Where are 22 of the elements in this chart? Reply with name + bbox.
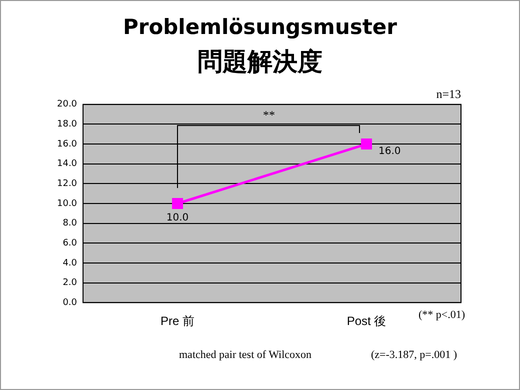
y-tick-label: 2.0	[62, 278, 78, 288]
x-tick-label: Post 後	[346, 314, 386, 328]
y-tick-label: 0.0	[62, 298, 78, 308]
y-tick-label: 20.0	[56, 100, 78, 110]
x-tick-label: Pre 前	[160, 314, 195, 328]
y-tick-label: 12.0	[56, 179, 78, 190]
text: (** p<.01)	[418, 308, 466, 321]
y-tick-label: 18.0	[56, 120, 78, 130]
chart-subtitle: 問題解決度	[196, 46, 324, 78]
y-tick-label: 14.0	[56, 159, 78, 170]
data-label: 16.0	[378, 146, 401, 158]
text: (z=-3.187, p=.001 )	[371, 349, 458, 361]
y-tick-label: 10.0	[56, 198, 78, 209]
y-tick-label: 6.0	[62, 238, 78, 248]
text: n=13	[436, 87, 461, 102]
chart-title: Problemlösungsmuster	[122, 15, 398, 39]
annotation: **	[262, 108, 276, 124]
y-tick-label: 16.0	[56, 139, 78, 150]
data-label: 10.0	[166, 212, 189, 224]
y-tick-label: 4.0	[62, 258, 78, 268]
text: matched pair test of Wilcoxon	[179, 349, 312, 361]
y-tick-label: 8.0	[62, 218, 78, 229]
